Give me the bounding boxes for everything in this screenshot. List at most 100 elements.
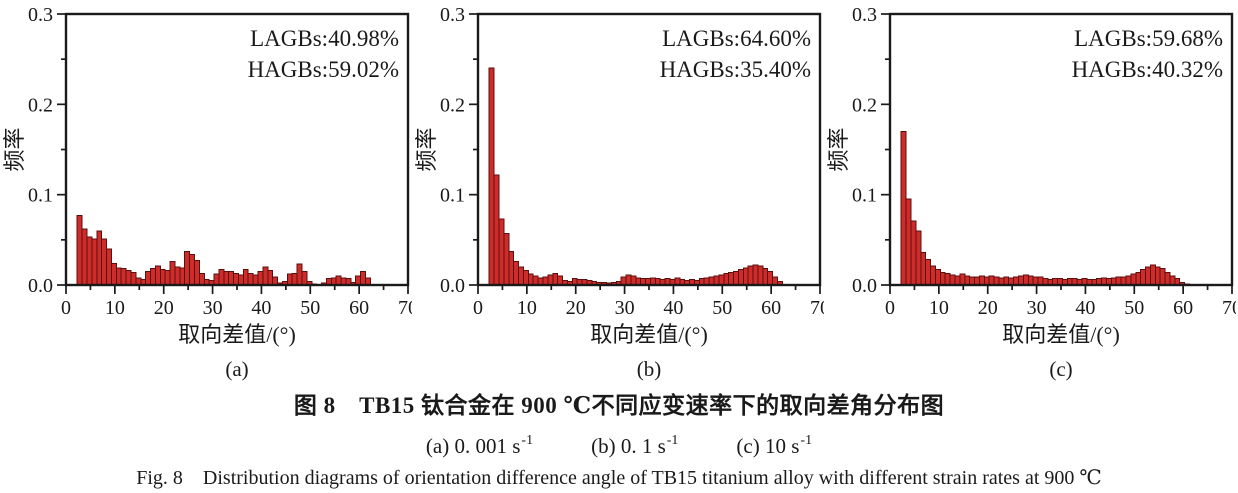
histogram-bar: [1037, 276, 1044, 286]
caption-english: Fig. 8 Distribution diagrams of orientat…: [136, 467, 1102, 489]
histogram-bar: [252, 274, 259, 286]
histogram-bar: [81, 228, 88, 286]
x-tick-label: 30: [615, 297, 635, 319]
histogram-bar: [296, 263, 303, 286]
histogram-bar: [974, 276, 980, 286]
strain-rate-item: (b) 0. 1 s-1: [591, 433, 679, 458]
x-tick-label: 0: [473, 297, 483, 319]
histogram-bar: [752, 264, 759, 286]
histogram-bar: [1154, 266, 1161, 286]
plot-frame: [888, 12, 1234, 287]
histogram-bar: [360, 270, 366, 286]
histogram-bar: [939, 271, 946, 286]
histogram-bar: [493, 174, 500, 286]
histogram-bar: [542, 276, 549, 286]
histogram-bar: [488, 67, 495, 286]
y-tick-label: 0.1: [28, 185, 53, 207]
plot-frame: [476, 12, 822, 287]
histogram-bar: [96, 230, 103, 286]
boundary-fraction-annotation: HAGBs:59.02%: [248, 57, 399, 82]
histogram-bar: [900, 130, 907, 286]
histogram-bar: [1169, 275, 1176, 286]
chart-b: 0 10 20 30 40 50 60 70 0.0 0.1 0.2 0.3 取向差值/(°) 频率 LAG…: [412, 0, 824, 385]
histogram-bar: [498, 218, 505, 286]
x-tick-label: 50: [1124, 297, 1144, 319]
histogram-bar: [772, 276, 778, 286]
histogram-bar: [915, 230, 922, 286]
histogram-bar: [291, 272, 298, 286]
histogram-bar: [1159, 268, 1166, 286]
panel-label: (b): [637, 357, 662, 381]
x-tick-label: 20: [978, 297, 998, 319]
histogram-bar: [272, 276, 279, 286]
y-tick-label: 0.0: [440, 275, 465, 297]
histogram-bar: [1130, 273, 1137, 286]
y-tick-label: 0.0: [852, 275, 877, 297]
histogram-bar: [767, 270, 774, 286]
strain-rate-labels: (a) 0. 001 s-1 (b) 0. 1 s-1 (c) 10 s-1: [0, 427, 1238, 461]
histogram-bar: [983, 276, 990, 286]
x-tick-label: 60: [1173, 297, 1193, 319]
x-tick-label: 70: [810, 297, 824, 319]
y-axis-title: 频率: [826, 127, 851, 171]
histogram-bar: [747, 265, 754, 286]
histogram-bar: [959, 273, 966, 286]
histogram-bar: [723, 272, 730, 286]
boundary-fraction-annotation: LAGBs:59.68%: [1074, 26, 1223, 51]
x-axis-title: 取向差值/(°): [590, 322, 708, 347]
histogram-bar: [733, 270, 739, 286]
histogram-bar: [242, 269, 249, 286]
histogram-bar: [1115, 276, 1122, 286]
histogram-bar: [262, 266, 269, 286]
y-tick-label: 0.0: [28, 275, 53, 297]
histogram-bar: [925, 259, 932, 286]
histogram-bar: [1125, 275, 1132, 286]
x-tick-label: 40: [251, 297, 271, 319]
histogram-bar: [355, 275, 362, 286]
histogram-bar: [552, 272, 559, 286]
ticks: [469, 13, 821, 294]
histogram-bar: [978, 275, 985, 286]
histogram-bar: [125, 270, 132, 286]
panel-label: (c): [1049, 357, 1072, 381]
ticks: [57, 13, 409, 294]
histogram-bar: [335, 275, 342, 286]
y-tick-label: 0.3: [28, 4, 53, 26]
histogram-bar: [547, 274, 554, 286]
histogram-bar: [1140, 269, 1147, 286]
histogram-bar: [508, 251, 515, 286]
histogram-bar: [91, 238, 98, 286]
histogram-bar: [527, 273, 534, 286]
x-tick-label: 0: [885, 297, 895, 319]
histogram-bar: [910, 220, 917, 286]
histogram-bar: [286, 273, 293, 286]
histogram-bar: [930, 265, 936, 286]
histogram-bar: [267, 270, 274, 286]
x-tick-label: 30: [1027, 297, 1047, 319]
bars: [900, 130, 1195, 286]
boundary-fraction-annotation: LAGBs:64.60%: [662, 26, 811, 51]
histogram-bar: [944, 272, 951, 286]
histogram-bar: [988, 275, 995, 286]
y-axis-title: 频率: [2, 127, 27, 171]
y-tick-label: 0.2: [852, 94, 877, 116]
histogram-bar: [1164, 271, 1171, 286]
x-tick-label: 70: [1222, 297, 1236, 319]
histogram-bar: [934, 269, 941, 286]
y-axis-title: 频率: [414, 127, 439, 171]
histogram-bar: [1022, 274, 1029, 286]
histogram-bar: [106, 248, 112, 286]
histogram-bar: [198, 272, 205, 286]
histogram-bar: [503, 233, 510, 286]
histogram-bar: [1027, 275, 1034, 286]
histogram-bar: [110, 262, 117, 286]
histogram-bar: [184, 251, 191, 286]
histogram-bar: [630, 275, 637, 286]
x-tick-label: 30: [203, 297, 223, 319]
x-tick-label: 50: [712, 297, 732, 319]
histogram-bar: [625, 274, 632, 286]
histogram-bar: [150, 268, 156, 286]
x-tick-label: 10: [929, 297, 949, 319]
histogram-bar: [159, 269, 166, 286]
